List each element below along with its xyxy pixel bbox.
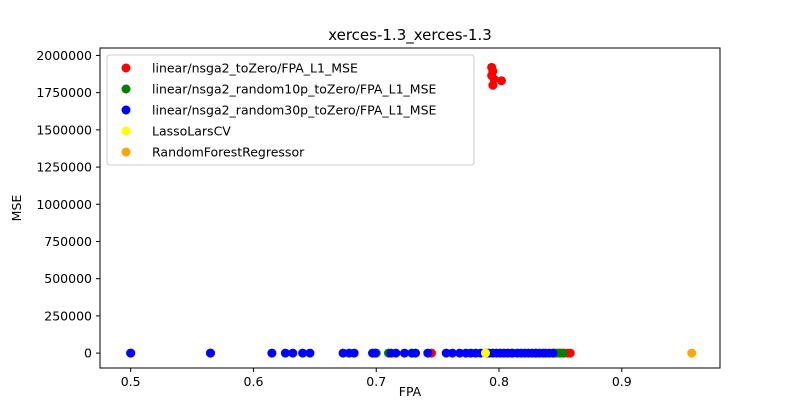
data-point-series-2 [349,348,359,358]
y-tick-label: 1000000 [36,197,92,212]
data-points [126,62,697,358]
legend-entry: RandomForestRegressor [152,145,305,160]
data-point-series-2 [280,348,290,358]
legend: linear/nsga2_toZero/FPA_L1_MSE linear/nsg… [106,54,475,166]
data-point-series-2 [305,348,315,358]
x-axis-label: FPA [399,384,422,399]
y-tick-label: 500000 [44,271,92,286]
data-point-series-2 [423,348,433,358]
data-point-series-2 [447,348,457,358]
y-axis-ticks: 0 250000 500000 750000 1000000 1250000 1500000… [36,48,100,361]
y-tick-label: 0 [84,346,92,361]
legend-entry: linear/nsga2_random10p_toZero/FPA_L1_MSE [152,82,437,97]
data-point-series-2 [391,348,401,358]
y-tick-label: 1500000 [36,122,92,137]
plot-frame [99,47,721,369]
chart-title: xerces-1.3_xerces-1.3 [328,26,492,45]
x-tick-label: 0.7 [366,374,386,389]
legend-marker [121,147,131,157]
x-tick-label: 0.8 [489,374,509,389]
data-point-series-2 [399,348,409,358]
legend-marker [121,126,131,136]
legend-entry: LassoLarsCV [152,124,231,139]
legend-entry: linear/nsga2_toZero/FPA_L1_MSE [152,61,358,76]
y-tick-label: 250000 [44,308,92,323]
y-tick-label: 1250000 [36,160,92,175]
data-point-series-2 [267,348,277,358]
x-axis-ticks: 0.5 0.6 0.7 0.8 0.9 [121,368,632,389]
data-point-series-2 [548,348,558,358]
y-tick-label: 750000 [44,234,92,249]
legend-marker [121,63,131,73]
legend-box [106,54,475,166]
legend-entry: linear/nsga2_random30p_toZero/FPA_L1_MSE [152,103,437,118]
legend-marker [121,105,131,115]
data-point-series-2 [126,348,136,358]
y-axis-label: MSE [9,195,24,222]
data-point-series-0 [496,76,506,86]
data-point-series-0 [488,80,498,90]
data-point-series-2 [411,348,421,358]
x-tick-label: 0.6 [244,374,264,389]
data-point-series-0 [565,348,575,358]
data-point-series-3 [481,348,491,358]
x-tick-label: 0.9 [612,374,632,389]
data-point-series-1 [558,348,568,358]
data-point-series-2 [288,348,298,358]
data-point-series-4 [687,348,697,358]
data-point-series-2 [370,348,380,358]
data-point-series-2 [205,348,215,358]
data-point-series-2 [298,348,308,358]
legend-marker [121,84,131,94]
y-tick-label: 2000000 [36,48,92,63]
x-tick-label: 0.5 [121,374,141,389]
y-tick-label: 1750000 [36,85,92,100]
